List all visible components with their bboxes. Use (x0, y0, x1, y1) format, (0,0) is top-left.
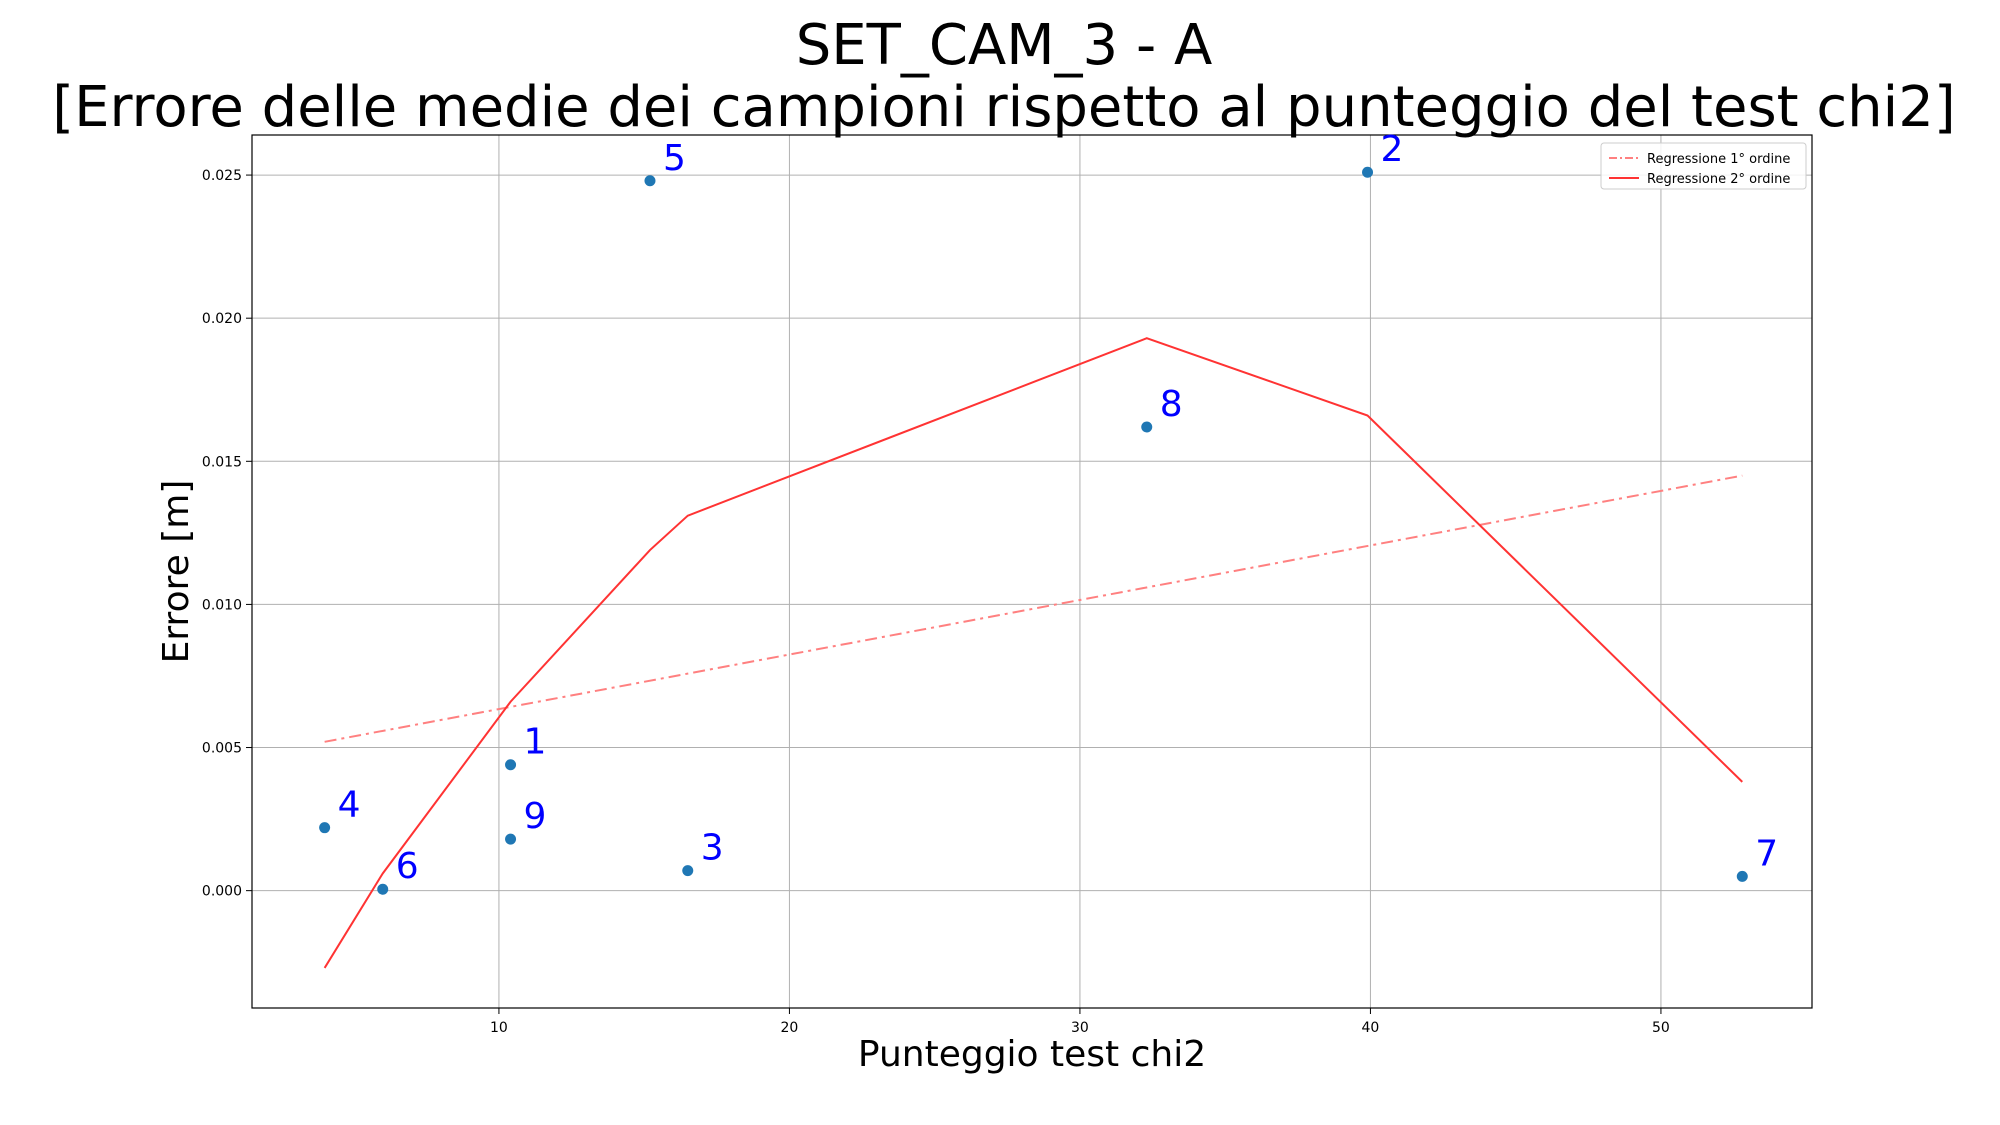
x-tick-label: 50 (1652, 1020, 1670, 1036)
chart-title-line: [Errore delle medie dei campioni rispett… (52, 75, 1955, 140)
y-axis-ticks: 0.000 0.005 0.010 0.015 0.020 0.025 (202, 168, 252, 900)
chart-title: SET_CAM_3 - A[Errore delle medie dei cam… (52, 13, 1955, 140)
point-label: 8 (1160, 384, 1183, 425)
grid (252, 135, 1812, 1008)
chart-title-line: SET_CAM_3 - A (796, 13, 1213, 78)
data-point (682, 865, 694, 877)
y-tick-label: 0.005 (202, 741, 242, 757)
data-point (505, 833, 517, 845)
point-label: 5 (663, 138, 686, 179)
legend-entry: Regressione 1° ordine (1647, 152, 1790, 167)
y-tick-label: 0.020 (202, 311, 242, 327)
data-point (1141, 421, 1153, 433)
x-tick-label: 10 (490, 1020, 508, 1036)
data-point (319, 822, 331, 834)
point-label: 9 (524, 796, 547, 837)
regression-line-2 (323, 337, 1743, 969)
y-tick-label: 0.025 (202, 168, 242, 184)
x-tick-label: 20 (781, 1020, 799, 1036)
y-tick-label: 0.015 (202, 454, 242, 470)
y-tick-label: 0.000 (202, 884, 242, 900)
legend-entry: Regressione 2° ordine (1647, 172, 1790, 187)
x-axis-label: Punteggio test chi2 (858, 1034, 1206, 1075)
point-labels: 1 2 3 4 5 6 7 8 9 (338, 129, 1779, 887)
data-points (319, 166, 1748, 895)
data-point (1736, 870, 1748, 882)
point-label: 7 (1755, 833, 1778, 874)
y-axis-label: Errore [m] (156, 480, 197, 664)
plot-area (251, 134, 1813, 1009)
legend-box (1600, 142, 1807, 190)
regression-lines (323, 337, 1743, 969)
regression-line-1 (324, 474, 1743, 743)
data-point (377, 883, 389, 895)
x-tick-label: 40 (1362, 1020, 1380, 1036)
point-label: 4 (338, 785, 361, 826)
data-point (644, 175, 656, 187)
point-label: 1 (524, 722, 547, 763)
x-axis-ticks: 10 20 30 40 50 (490, 1008, 1670, 1036)
point-label: 2 (1381, 129, 1404, 170)
legend: Regressione 1° ordine Regressione 2° ordi… (1600, 142, 1807, 190)
x-tick-label: 30 (1071, 1020, 1089, 1036)
y-tick-label: 0.010 (202, 597, 242, 613)
point-label: 6 (396, 846, 419, 887)
point-label: 3 (701, 828, 724, 869)
data-point (505, 759, 517, 771)
data-point (1362, 166, 1374, 178)
